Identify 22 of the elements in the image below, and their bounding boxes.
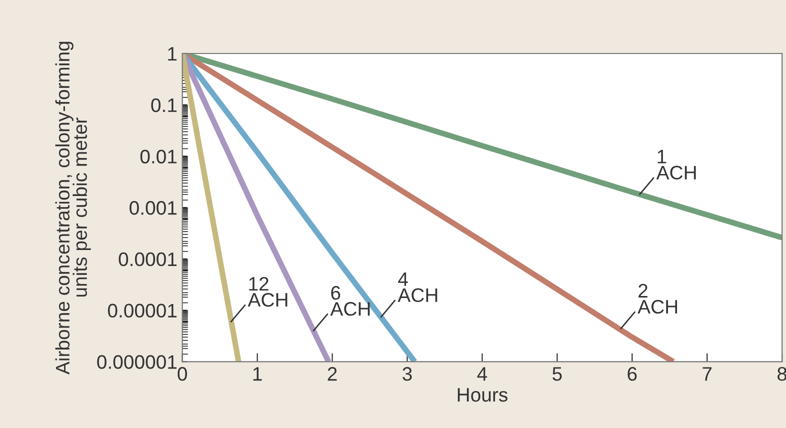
annotation: 2 ACH: [638, 284, 678, 314]
y-tick-label: 1: [168, 47, 177, 61]
x-tick-label: 6: [628, 367, 637, 381]
x-tick-label: 3: [402, 367, 412, 381]
x-tick-label: 2: [328, 367, 337, 381]
x-tick-label: 1: [253, 367, 262, 381]
annotation: 6 ACH: [330, 286, 370, 316]
annotation: 12 ACH: [248, 276, 288, 307]
x-axis-title: Hours: [458, 388, 508, 402]
annotation: 1 ACH: [656, 150, 696, 180]
y-tick-label: 0.01: [140, 150, 177, 164]
y-tick-label: 0.001: [130, 201, 177, 215]
y-tick-label: 0.000001: [97, 355, 177, 369]
y-tick-label: 0.1: [151, 98, 177, 112]
y-axis-title: Airborne concentration, colony-forming units per cubic meter: [55, 42, 91, 375]
x-tick-label: 0: [178, 367, 187, 381]
x-tick-label: 5: [552, 367, 562, 381]
y-tick-label: 0.0001: [118, 252, 177, 266]
x-tick-label: 7: [702, 367, 712, 381]
annotation: 4 ACH: [398, 272, 438, 302]
y-tick-label: 0.00001: [108, 304, 177, 318]
x-tick-label: 4: [477, 367, 488, 381]
